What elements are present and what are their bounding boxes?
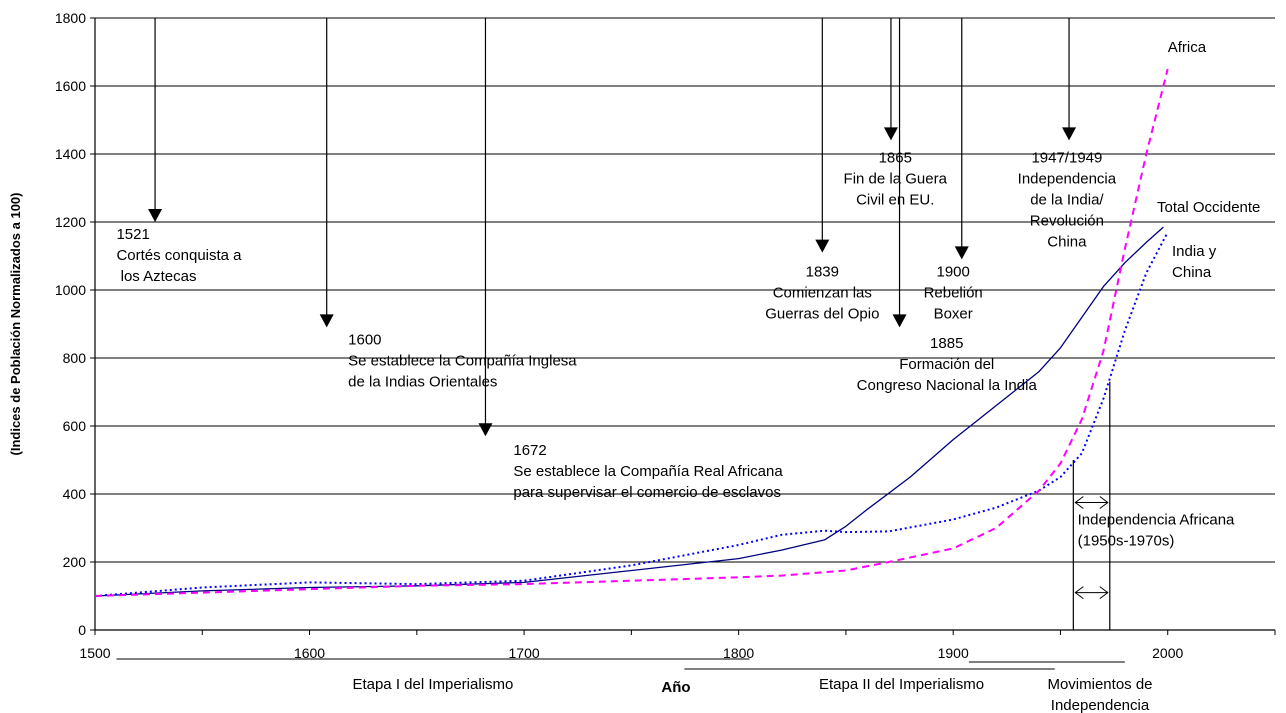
axes: 0 200 400 600 800 1000 1200 1400 1600 1800 1500 160… xyxy=(55,10,1276,661)
event-label-line: Comienzan las xyxy=(773,284,872,301)
event-label-line: Revolución xyxy=(1030,213,1104,230)
period-label-line: Movimientos de xyxy=(1047,676,1152,693)
event-label-line: 1672 xyxy=(513,442,546,459)
event-arrow-head xyxy=(1062,127,1077,141)
band-label: Independencia Africana (1950s-1970s) xyxy=(1078,512,1235,550)
series-line-2 xyxy=(94,68,1169,597)
y-tick-label: 0 xyxy=(78,622,86,638)
event-label-line: para supervisar el comercio de esclavos xyxy=(513,484,781,501)
period-label: Etapa II del Imperialismo xyxy=(819,676,984,693)
band-label-line: (1950s-1970s) xyxy=(1078,533,1175,550)
y-axis-label: (Indices de Población Normalizados a 100… xyxy=(8,193,23,456)
event-label-line: China xyxy=(1047,234,1087,251)
period-label-line: Independencia xyxy=(1051,697,1150,713)
band-arrowhead xyxy=(1099,586,1109,599)
band-arrowhead xyxy=(1074,496,1084,509)
event-arrow-head xyxy=(954,246,969,260)
event-label: 1839 Comienzan las Guerras del Opio xyxy=(765,263,879,322)
event-label-line: 1839 xyxy=(806,263,839,280)
series-label-line: China xyxy=(1172,264,1212,281)
event-label-line: Cortés conquista a xyxy=(116,247,242,264)
x-tick-label: 1800 xyxy=(723,645,754,661)
band-arrowhead xyxy=(1099,496,1109,509)
band-arrowhead xyxy=(1074,586,1084,599)
x-tick-label: 1700 xyxy=(509,645,540,661)
event-label-line: Congreso Nacional la India xyxy=(857,377,1038,394)
event-label-line: Se establece la Compañía Inglesa xyxy=(348,352,577,369)
x-axis-label: Año xyxy=(661,679,690,696)
y-tick-label: 1400 xyxy=(55,146,86,162)
period-label: Movimientos de Independencia xyxy=(1047,676,1152,713)
event-label-line: 1900 xyxy=(936,263,969,280)
y-tick-label: 400 xyxy=(63,486,87,502)
event-label-line: 1521 xyxy=(116,226,149,243)
event-label-line: 1600 xyxy=(348,331,381,348)
event-arrow-head xyxy=(883,127,898,141)
event-arrow-head xyxy=(815,239,830,253)
event-label: 1865 Fin de la Guera Civil en EU. xyxy=(844,150,948,209)
event-label: 1672 Se establece la Compañía Real Africa… xyxy=(513,442,783,501)
x-tick-label: 1600 xyxy=(294,645,325,661)
y-tick-label: 1000 xyxy=(55,282,86,298)
event-arrow-head xyxy=(319,314,334,328)
event-annotations: 1521 Cortés conquista a los Aztecas 1600 Se… xyxy=(116,18,1117,501)
event-label: 1900 Rebelión Boxer xyxy=(924,263,983,322)
event-label: 1947/1949 Independencia de la India/Revolu… xyxy=(1018,150,1117,251)
event-label-line: 1947/1949 xyxy=(1031,150,1102,167)
series-label: India y China xyxy=(1172,243,1217,281)
y-tick-label: 1200 xyxy=(55,214,86,230)
event-label: 1600 Se establece la Compañía Inglesa de l… xyxy=(348,331,577,390)
event-label-line: de la Indias Orientales xyxy=(348,373,497,390)
event-arrow-head xyxy=(478,423,493,437)
event-label-line: 1865 xyxy=(879,150,912,167)
event-label: 1885 Formación del Congreso Nacional la In… xyxy=(857,335,1038,394)
x-tick-label: 2000 xyxy=(1152,645,1183,661)
event-label-line: de la India/ xyxy=(1030,192,1104,209)
event-label-line: los Aztecas xyxy=(116,268,196,285)
period-label: Etapa I del Imperialismo xyxy=(352,676,513,693)
x-tick-label: 1500 xyxy=(79,645,110,661)
y-tick-label: 1600 xyxy=(55,78,86,94)
event-arrow-head xyxy=(892,314,907,328)
event-label-line: Se establece la Compañía Real Africana xyxy=(513,463,783,480)
series-line-1 xyxy=(94,231,1169,597)
independence-band: Independencia Africana (1950s-1970s) xyxy=(1072,381,1235,630)
event-label-line: Civil en EU. xyxy=(856,192,934,209)
y-tick-label: 1800 xyxy=(55,10,86,26)
x-tick-label: 1900 xyxy=(938,645,969,661)
gridlines xyxy=(95,17,1275,563)
event-label-line: Rebelión xyxy=(924,284,983,301)
event-label-line: Boxer xyxy=(934,305,973,322)
series-lines xyxy=(94,68,1169,597)
event-arrow-head xyxy=(148,209,163,222)
series-line-0 xyxy=(94,226,1164,597)
band-label-line: Independencia Africana xyxy=(1078,512,1235,529)
period-labels: Etapa I del Imperialismo Etapa II del Imp… xyxy=(116,658,1153,713)
y-tick-label: 800 xyxy=(63,350,87,366)
event-label: 1521 Cortés conquista a los Aztecas xyxy=(116,226,242,285)
series-label: Africa xyxy=(1168,39,1207,56)
event-label-line: Formación del xyxy=(899,356,994,373)
event-label-line: 1885 xyxy=(930,335,963,352)
event-label-line: Fin de la Guera xyxy=(844,171,948,188)
series-label-line: India y xyxy=(1172,243,1217,260)
series-label-line: Africa xyxy=(1168,39,1207,56)
event-label-line: Guerras del Opio xyxy=(765,305,879,322)
y-tick-label: 200 xyxy=(63,554,87,570)
series-labels: Africa Total Occidente India y China xyxy=(1157,39,1260,281)
series-label: Total Occidente xyxy=(1157,199,1260,216)
y-tick-label: 600 xyxy=(63,418,87,434)
event-label-line: Independencia xyxy=(1018,171,1117,188)
series-label-line: Total Occidente xyxy=(1157,199,1260,216)
